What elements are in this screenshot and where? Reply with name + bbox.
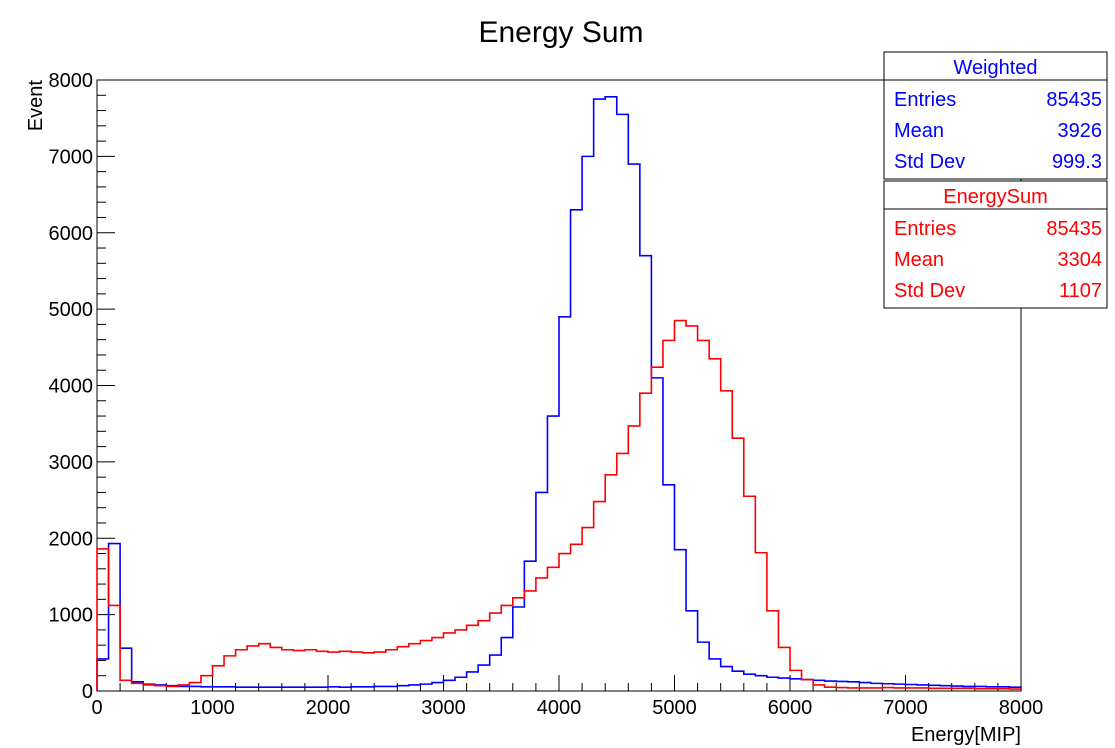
x-axis: 0 1000 2000 3000 4000 5000 6000 7000 8000 (91, 675, 1043, 719)
stats-label-entries: Entries (894, 218, 956, 240)
x-tick-label: 5000 (652, 697, 697, 719)
series-line-energysum (96, 319, 1022, 691)
series-line-weighted (96, 96, 1022, 691)
stats-label-entries: Entries (894, 89, 956, 111)
stats-value-std-dev: 1107 (1059, 280, 1102, 302)
y-tick-label: 5000 (49, 299, 94, 321)
stats-value-entries: 85435 (1046, 218, 1102, 240)
y-tick-label: 7000 (49, 146, 94, 168)
x-tick-label: 8000 (999, 697, 1044, 719)
y-tick-label: 6000 (49, 223, 94, 245)
y-tick-label: 3000 (49, 452, 94, 474)
x-tick-label: 1000 (190, 697, 235, 719)
stats-label-mean: Mean (894, 120, 944, 142)
y-tick-label: 4000 (49, 376, 94, 398)
stats-value-mean: 3926 (1058, 120, 1103, 142)
stats-value-entries: 85435 (1046, 89, 1102, 111)
x-tick-label: 7000 (883, 697, 928, 719)
y-tick-label: 1000 (49, 605, 94, 627)
stats-box (883, 180, 1108, 309)
stats-label-std-dev: Std Dev (894, 280, 965, 302)
stats-value-std-dev: 999.3 (1052, 151, 1102, 173)
stats-box-title: EnergySum (943, 186, 1048, 208)
x-tick-label: 0 (91, 697, 102, 719)
stats-legend: Weighted Entries 85435 Mean 3926 Std Dev 999.3… (883, 51, 1108, 309)
series-layer (96, 96, 1022, 691)
y-tick-label: 2000 (49, 528, 94, 550)
y-tick-label: 8000 (49, 70, 94, 92)
x-axis-label: Energy[MIP] (911, 724, 1021, 746)
x-tick-label: 4000 (537, 697, 582, 719)
y-tick-label: 0 (82, 681, 93, 703)
x-tick-label: 3000 (421, 697, 466, 719)
stats-box (883, 51, 1108, 180)
stats-label-std-dev: Std Dev (894, 151, 965, 173)
x-tick-label: 2000 (306, 697, 351, 719)
stats-label-mean: Mean (894, 249, 944, 271)
y-axis-label: Event (25, 80, 47, 132)
x-tick-label: 6000 (768, 697, 813, 719)
chart-title: Energy Sum (478, 16, 643, 49)
stats-value-mean: 3304 (1058, 249, 1103, 271)
y-axis: 0 1000 2000 3000 4000 5000 6000 7000 8000 (49, 70, 115, 703)
stats-box-title: Weighted (953, 57, 1037, 79)
